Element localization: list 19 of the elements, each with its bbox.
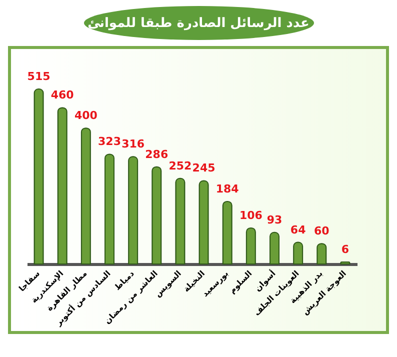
data-label: 286 <box>145 148 168 161</box>
data-label: 252 <box>168 159 192 172</box>
data-label: 323 <box>98 135 121 148</box>
data-label: 245 <box>192 162 216 175</box>
data-label: 515 <box>27 70 50 83</box>
x-tick-label: النخيلة <box>182 268 207 294</box>
x-tick-label: دمياط <box>112 268 136 292</box>
x-tick-label: أسوان <box>252 268 278 294</box>
data-label: 60 <box>314 224 330 238</box>
data-label: 106 <box>239 208 263 222</box>
data-label: 400 <box>74 109 98 122</box>
data-label: 6 <box>341 242 350 256</box>
data-label: 460 <box>50 88 74 102</box>
data-label: 64 <box>290 223 306 236</box>
data-label: 316 <box>122 138 145 151</box>
data-label: 184 <box>216 182 240 196</box>
chart-title: عدد الرسائل الصادرة طبقا للموانئ <box>84 6 314 40</box>
x-tick-label: السلوم <box>228 268 254 296</box>
data-label: 93 <box>266 213 282 226</box>
